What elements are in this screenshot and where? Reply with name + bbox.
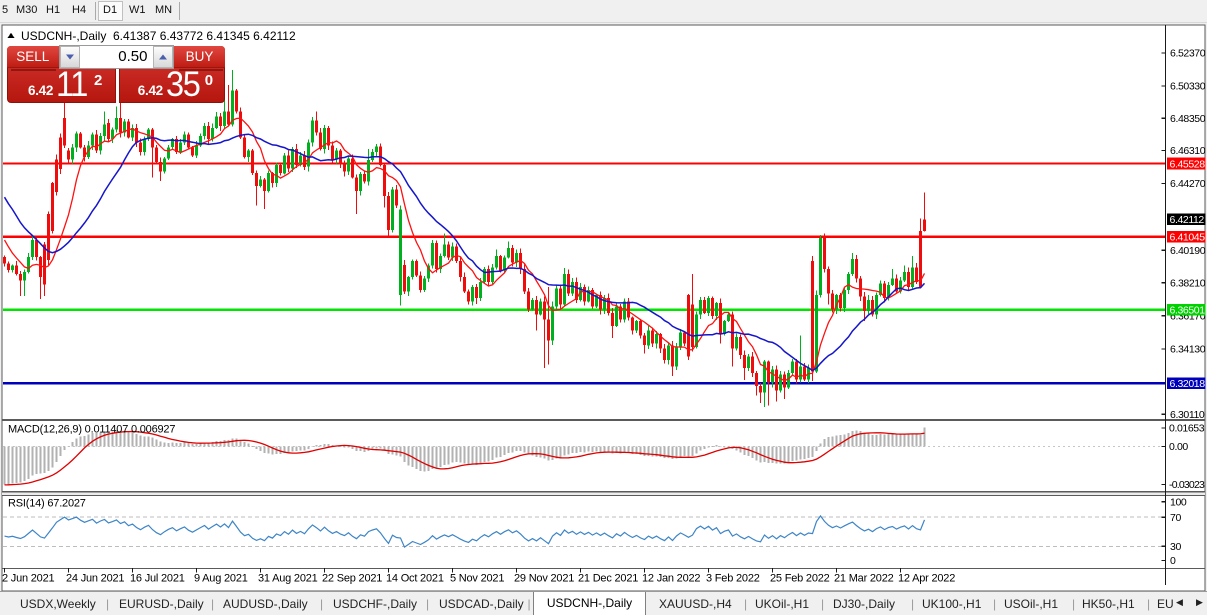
svg-text:16 Jul 2021: 16 Jul 2021 — [130, 573, 185, 585]
svg-text:6.34130: 6.34130 — [1170, 344, 1206, 356]
svg-text:6.52370: 6.52370 — [1170, 48, 1206, 60]
svg-text:6.46310: 6.46310 — [1170, 145, 1206, 157]
svg-text:6.38210: 6.38210 — [1170, 277, 1206, 289]
svg-text:30: 30 — [1170, 541, 1181, 553]
svg-text:12 Apr 2022: 12 Apr 2022 — [898, 573, 955, 585]
svg-text:6.32018: 6.32018 — [1170, 378, 1206, 390]
svg-text:6.41045: 6.41045 — [1170, 231, 1206, 243]
svg-text:100: 100 — [1170, 496, 1187, 508]
svg-text:0.00: 0.00 — [1169, 441, 1188, 453]
svg-text:5 Nov 2021: 5 Nov 2021 — [450, 573, 504, 585]
svg-text:70: 70 — [1170, 512, 1181, 524]
svg-text:9 Aug 2021: 9 Aug 2021 — [194, 573, 248, 585]
svg-text:6.44270: 6.44270 — [1170, 178, 1206, 190]
svg-text:6.30110: 6.30110 — [1170, 409, 1205, 421]
svg-text:14 Oct 2021: 14 Oct 2021 — [386, 573, 444, 585]
svg-text:6.42112: 6.42112 — [1170, 214, 1205, 226]
svg-text:6.50330: 6.50330 — [1170, 81, 1206, 93]
svg-text:3 Feb 2022: 3 Feb 2022 — [706, 573, 760, 585]
svg-text:22 Sep 2021: 22 Sep 2021 — [322, 573, 382, 585]
svg-text:6.45528: 6.45528 — [1170, 158, 1206, 170]
svg-text:25 Feb 2022: 25 Feb 2022 — [770, 573, 830, 585]
svg-text:29 Nov 2021: 29 Nov 2021 — [514, 573, 574, 585]
svg-text:0.01653: 0.01653 — [1169, 423, 1205, 435]
svg-text:6.40190: 6.40190 — [1170, 245, 1206, 257]
svg-text:0: 0 — [1170, 555, 1176, 567]
svg-text:31 Aug 2021: 31 Aug 2021 — [258, 573, 318, 585]
svg-text:RSI(14) 67.2027: RSI(14) 67.2027 — [8, 498, 86, 510]
svg-text:USDCNH-,Daily 6.41387 6.43772: USDCNH-,Daily 6.41387 6.43772 6.41345 6.… — [21, 29, 296, 43]
svg-text:6.48350: 6.48350 — [1170, 113, 1206, 125]
svg-text:24 Jun 2021: 24 Jun 2021 — [66, 573, 124, 585]
svg-text:21 Mar 2022: 21 Mar 2022 — [834, 573, 894, 585]
svg-text:MACD(12,26,9) 0.011407 0.00692: MACD(12,26,9) 0.011407 0.006927 — [8, 424, 175, 436]
svg-text:21 Dec 2021: 21 Dec 2021 — [578, 573, 638, 585]
svg-text:-0.03023: -0.03023 — [1169, 479, 1205, 491]
svg-text:6.36501: 6.36501 — [1170, 305, 1206, 317]
svg-text:12 Jan 2022: 12 Jan 2022 — [642, 573, 700, 585]
svg-text:2 Jun 2021: 2 Jun 2021 — [2, 573, 55, 585]
